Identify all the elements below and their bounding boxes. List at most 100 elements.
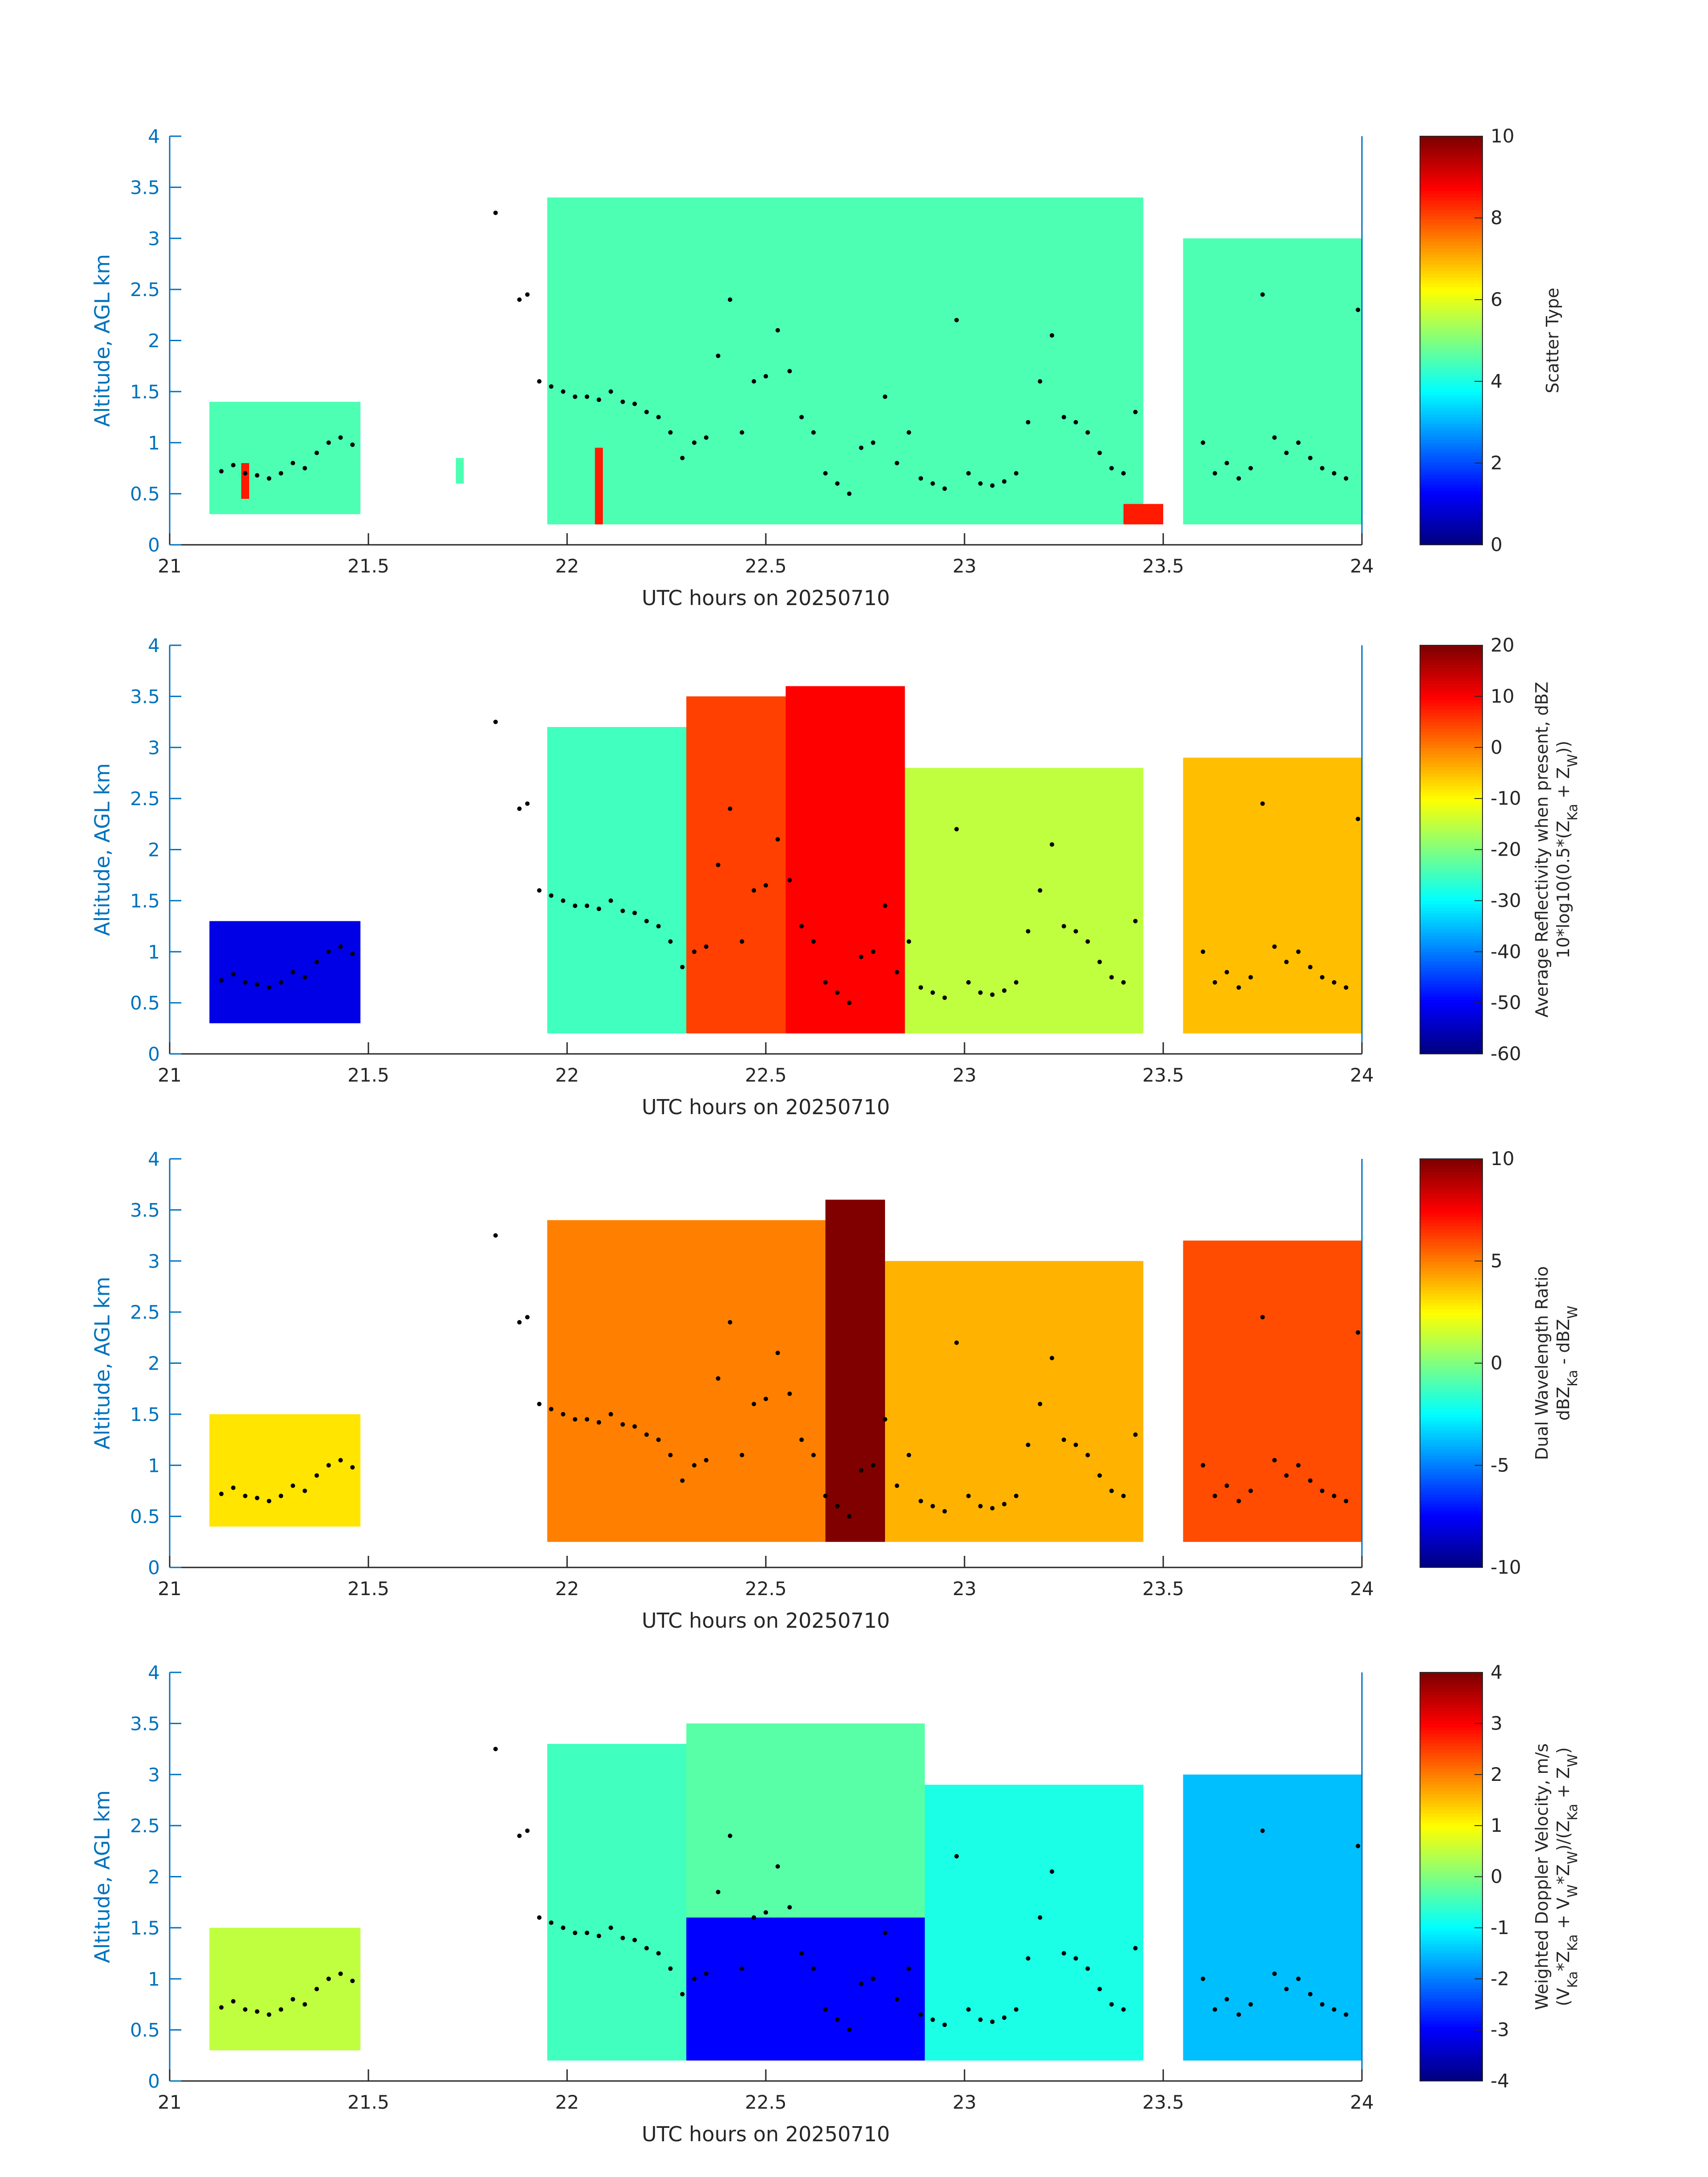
cloud-base-point: [1049, 1869, 1054, 1874]
colorbar-swatch: [1420, 263, 1482, 268]
cloud-base-point: [1061, 1437, 1066, 1442]
colorbar-swatch: [1420, 309, 1482, 313]
colorbar-swatch: [1420, 302, 1482, 306]
colorbar-swatch: [1420, 952, 1482, 956]
colorbar-swatch: [1420, 1682, 1482, 1686]
colorbar-swatch: [1420, 213, 1482, 217]
colorbar-swatch: [1420, 1561, 1482, 1565]
x-tick-label: 21.5: [347, 1064, 389, 1086]
cloud-base-point: [716, 862, 721, 867]
colorbar-tick-label: 4: [1491, 370, 1503, 392]
x-tick-label: 24: [1350, 2091, 1374, 2113]
cloud-base-point: [906, 430, 911, 435]
colorbar-swatch: [1420, 1165, 1482, 1169]
colorbar-swatch: [1420, 993, 1482, 997]
colorbar-swatch: [1420, 260, 1482, 264]
cloud-base-point: [493, 210, 498, 215]
colorbar-swatch: [1420, 1886, 1482, 1890]
x-tick-label: 22: [555, 555, 579, 577]
cloud-base-point: [1201, 949, 1205, 954]
colorbar-swatch: [1420, 1035, 1482, 1039]
colorbar-swatch: [1420, 2039, 1482, 2043]
colorbar-swatch: [1420, 731, 1482, 735]
colorbar-swatch: [1420, 1334, 1482, 1338]
cloud-base-point: [930, 1504, 935, 1508]
colorbar-swatch: [1420, 1391, 1482, 1396]
cloud-base-point: [883, 903, 887, 908]
colorbar-swatch: [1420, 149, 1482, 153]
colorbar-swatch: [1420, 206, 1482, 210]
x-tick-label: 23: [952, 2091, 976, 2113]
colorbar-swatch: [1420, 1047, 1482, 1051]
cloud-base-point: [231, 972, 236, 977]
cloud-base-point: [537, 1402, 542, 1406]
cloud-base-point: [942, 1509, 947, 1514]
colorbar-swatch: [1420, 872, 1482, 876]
colorbar-swatch: [1420, 1197, 1482, 1201]
colorbar-swatch: [1420, 305, 1482, 309]
colorbar-swatch: [1420, 798, 1482, 802]
colorbar-swatch: [1420, 1893, 1482, 1897]
cloud-base-point: [350, 951, 355, 956]
y-tick-label: 1: [148, 1454, 160, 1476]
colorbar-swatch: [1420, 2049, 1482, 2053]
cloud-base-point: [549, 384, 554, 389]
data-region-5: [1183, 1774, 1362, 2061]
colorbar-swatch: [1420, 2030, 1482, 2034]
cloud-base-point: [517, 1834, 522, 1838]
data-region-0: [209, 1414, 361, 1527]
colorbar-swatch: [1420, 1695, 1482, 1699]
cloud-base-point: [847, 1514, 852, 1519]
cloud-base-point: [290, 1483, 295, 1488]
colorbar-swatch: [1420, 1203, 1482, 1208]
colorbar-swatch: [1420, 833, 1482, 837]
colorbar-swatch: [1420, 376, 1482, 380]
colorbar-swatch: [1420, 776, 1482, 780]
cloud-base-point: [314, 451, 319, 455]
cloud-base-point: [656, 1437, 661, 1442]
colorbar-swatch: [1420, 2027, 1482, 2031]
cloud-base-point: [537, 888, 542, 893]
data-region-4: [905, 768, 1144, 1034]
colorbar-swatch: [1420, 900, 1482, 905]
cloud-base-point: [847, 2027, 852, 2032]
colorbar-swatch: [1420, 1529, 1482, 1533]
cloud-base-point: [739, 430, 744, 435]
colorbar-swatch: [1420, 852, 1482, 857]
cloud-base-point: [279, 471, 284, 476]
colorbar-swatch: [1420, 750, 1482, 755]
cloud-base-point: [1014, 980, 1019, 985]
cloud-base-point: [823, 471, 828, 476]
colorbar-swatch: [1420, 1777, 1482, 1782]
cloud-base-point: [930, 990, 935, 995]
colorbar-swatch: [1420, 648, 1482, 652]
colorbar-swatch: [1420, 891, 1482, 895]
cloud-base-point: [775, 1864, 780, 1869]
colorbar-swatch: [1420, 1797, 1482, 1801]
colorbar-swatch: [1420, 187, 1482, 191]
x-tick-label: 23: [952, 1064, 976, 1086]
colorbar-swatch: [1420, 1768, 1482, 1772]
data-region-5: [595, 447, 603, 525]
colorbar-swatch: [1420, 1746, 1482, 1750]
panel-scatter-type: 21 21.5 22 22.5 23 23.5 2400.511.522.533.54UTC…: [90, 125, 1562, 610]
colorbar-swatch: [1420, 1790, 1482, 1794]
colorbar-swatch: [1420, 1551, 1482, 1555]
colorbar: 0 2 4 6 8 10 Scatter Type: [1420, 125, 1562, 556]
colorbar-swatch: [1420, 139, 1482, 143]
cloud-base-point: [978, 1504, 983, 1508]
colorbar-swatch: [1420, 296, 1482, 300]
cloud-base-point: [243, 1493, 248, 1498]
cloud-base-point: [680, 1992, 685, 1997]
colorbar-swatch: [1420, 340, 1482, 344]
cloud-base-point: [1224, 1997, 1229, 2002]
colorbar-swatch: [1420, 423, 1482, 427]
colorbar-swatch: [1420, 1012, 1482, 1016]
colorbar-swatch: [1420, 516, 1482, 520]
cloud-base-point: [799, 924, 804, 929]
colorbar-swatch: [1420, 955, 1482, 959]
cloud-base-point: [493, 1233, 498, 1238]
colorbar-swatch: [1420, 1867, 1482, 1871]
colorbar-swatch: [1420, 1908, 1482, 1913]
cloud-base-point: [1014, 2007, 1019, 2012]
